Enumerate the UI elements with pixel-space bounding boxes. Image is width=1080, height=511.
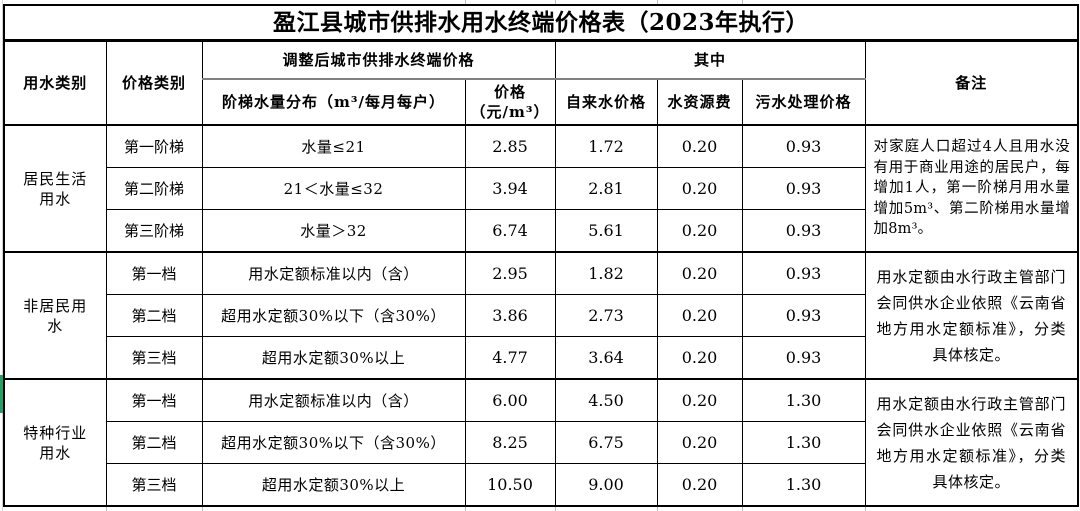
cell-sewage-price: 0.93 — [741, 336, 866, 380]
cell-sewage-price: 0.93 — [741, 124, 866, 168]
cell-price-tier: 第一档 — [105, 251, 203, 295]
cell-terminal-price: 3.94 — [464, 167, 556, 210]
cell-terminal-price: 4.77 — [464, 336, 556, 380]
cell-price-tier: 第三档 — [105, 463, 203, 507]
col-header-sewage-treatment-price: 污水处理价格 — [741, 78, 866, 126]
price-table: 盈江县城市供排水用水终端价格表（2023年执行） 用水类别 价格类别 调整后城市… — [3, 4, 1080, 507]
cell-water-resource-fee: 0.20 — [656, 209, 743, 253]
cell-water-category-nonresidential: 非居民用水 — [3, 251, 107, 380]
gridline-stub — [742, 0, 743, 4]
table-row: 第三档 超用水定额30%以上 4.77 3.64 0.20 0.93 — [4, 336, 1078, 380]
table-row: 盈江县城市供排水用水终端价格表（2023年执行） — [3, 4, 1079, 42]
col-header-among-which: 其中 — [554, 40, 866, 80]
cell-water-resource-fee: 0.20 — [656, 421, 743, 464]
cell-terminal-price: 6.74 — [464, 209, 556, 253]
col-header-price-per-m3: 价格 （元/m³） — [464, 78, 556, 126]
cell-volume-range: 超用水定额30%以下（含30%） — [201, 421, 466, 464]
gridline-stub — [465, 0, 466, 4]
cell-volume-range: 用水定额标准以内（含） — [201, 251, 466, 295]
cell-remark-special-industry: 用水定额由水行政主管部门会同供水企业依照《云南省地方用水定额标准》，分类具体核定… — [864, 378, 1079, 507]
cell-tap-water-price: 6.75 — [554, 421, 658, 464]
col-header-price-category: 价格类别 — [105, 40, 203, 126]
table-row: 第三阶梯 水量＞32 6.74 5.61 0.20 0.93 — [4, 209, 1078, 253]
cell-volume-range: 水量≤21 — [201, 124, 466, 168]
cell-terminal-price: 6.00 — [464, 378, 556, 422]
col-header-water-resource-fee: 水资源费 — [656, 78, 743, 126]
cell-tap-water-price: 2.81 — [554, 167, 658, 210]
cell-price-tier: 第一档 — [105, 378, 203, 422]
cell-tap-water-price: 2.73 — [554, 294, 658, 337]
cell-sewage-price: 0.93 — [741, 209, 866, 253]
cell-price-tier: 第二档 — [105, 294, 203, 337]
price-label-line2: （元/m³） — [470, 103, 550, 121]
cell-tap-water-price: 1.72 — [554, 124, 658, 168]
cell-tap-water-price: 3.64 — [554, 336, 658, 380]
cell-water-category-special-industry: 特种行业用水 — [3, 378, 107, 507]
cell-terminal-price: 2.95 — [464, 251, 556, 295]
cell-sewage-price: 1.30 — [741, 378, 866, 422]
price-label-line1: 价格 — [493, 83, 526, 101]
cell-water-category-residential: 居民生活用水 — [3, 124, 107, 253]
cell-water-resource-fee: 0.20 — [656, 463, 743, 507]
cell-remark-nonresidential: 用水定额由水行政主管部门会同供水企业依照《云南省地方用水定额标准》，分类具体核定… — [864, 251, 1079, 380]
col-header-water-category: 用水类别 — [3, 40, 107, 126]
cell-tap-water-price: 4.50 — [554, 378, 658, 422]
page-title: 盈江县城市供排水用水终端价格表（2023年执行） — [3, 4, 1079, 42]
cell-price-tier: 第三阶梯 — [105, 209, 203, 253]
col-header-remarks: 备注 — [864, 40, 1079, 126]
cell-water-resource-fee: 0.20 — [656, 251, 743, 295]
gridline-stub — [657, 0, 658, 4]
gridline-stub — [555, 0, 556, 4]
cell-terminal-price: 3.86 — [464, 294, 556, 337]
cell-sewage-price: 0.93 — [741, 167, 866, 210]
table-row: 非居民用水 第一档 用水定额标准以内（含） 2.95 1.82 0.20 0.9… — [3, 251, 1079, 380]
row-selection-indicator — [0, 375, 4, 413]
cell-water-resource-fee: 0.20 — [656, 378, 743, 422]
cell-volume-range: 水量＞32 — [201, 209, 466, 253]
left-margin-gridline — [2, 0, 3, 511]
cell-sewage-price: 1.30 — [741, 463, 866, 507]
col-header-tap-water-price: 自来水价格 — [554, 78, 658, 126]
table-row: 特种行业用水 第一档 用水定额标准以内（含） 6.00 4.50 0.20 1.… — [3, 378, 1079, 507]
table-row: 第二档 超用水定额30%以下（含30%） 3.86 2.73 0.20 0.93 — [4, 294, 1078, 337]
cell-water-resource-fee: 0.20 — [656, 294, 743, 337]
cell-volume-range: 超用水定额30%以上 — [201, 463, 466, 507]
table-row: 第三档 超用水定额30%以上 10.50 9.00 0.20 1.30 — [4, 463, 1078, 507]
cell-price-tier: 第二档 — [105, 421, 203, 464]
cell-price-tier: 第二阶梯 — [105, 167, 203, 210]
cell-volume-range: 超用水定额30%以上 — [201, 336, 466, 380]
cell-sewage-price: 1.30 — [741, 421, 866, 464]
cell-tap-water-price: 9.00 — [554, 463, 658, 507]
cell-terminal-price: 2.85 — [464, 124, 556, 168]
cell-terminal-price: 10.50 — [464, 463, 556, 507]
cell-price-tier: 第一阶梯 — [105, 124, 203, 168]
cell-sewage-price: 0.93 — [741, 251, 866, 295]
col-header-adjusted-terminal-price: 调整后城市供排水终端价格 — [201, 40, 556, 80]
table-row: 第二档 超用水定额30%以下（含30%） 8.25 6.75 0.20 1.30 — [4, 421, 1078, 464]
cell-remark-residential: 对家庭人口超过4人且用水没有用于商业用途的居民户，每增加1人，第一阶梯月用水量增… — [864, 124, 1079, 253]
cell-volume-range: 超用水定额30%以下（含30%） — [201, 294, 466, 337]
cell-water-resource-fee: 0.20 — [656, 124, 743, 168]
col-header-tier-distribution: 阶梯水量分布（m³/每月每户） — [201, 78, 466, 126]
table-row: 用水类别 价格类别 调整后城市供排水终端价格 其中 备注 — [3, 40, 1079, 126]
cell-tap-water-price: 5.61 — [554, 209, 658, 253]
table-row: 居民生活用水 第一阶梯 水量≤21 2.85 1.72 0.20 0.93 对家… — [3, 124, 1079, 253]
cell-volume-range: 用水定额标准以内（含） — [201, 378, 466, 422]
cell-volume-range: 21＜水量≤32 — [201, 167, 466, 210]
cell-water-resource-fee: 0.20 — [656, 336, 743, 380]
cell-sewage-price: 0.93 — [741, 294, 866, 337]
cell-tap-water-price: 1.82 — [554, 251, 658, 295]
cell-price-tier: 第三档 — [105, 336, 203, 380]
table-row: 第二阶梯 21＜水量≤32 3.94 2.81 0.20 0.93 — [4, 167, 1078, 210]
cell-terminal-price: 8.25 — [464, 421, 556, 464]
cell-water-resource-fee: 0.20 — [656, 167, 743, 210]
